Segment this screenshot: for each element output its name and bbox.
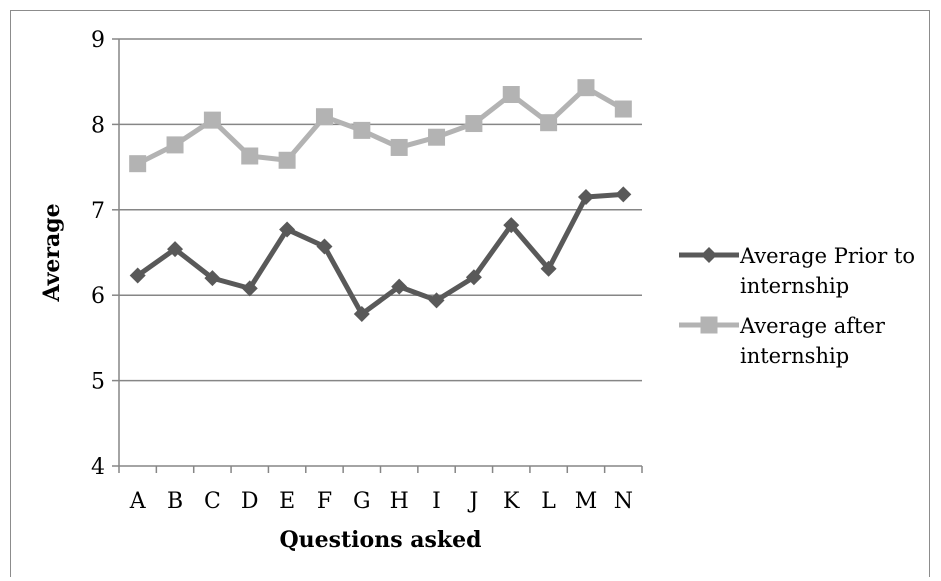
legend-label: internship (740, 344, 849, 368)
x-tick-label: K (503, 489, 520, 514)
data-point (390, 138, 408, 156)
y-tick-label: 8 (91, 113, 105, 138)
y-tick-label: 6 (91, 284, 105, 309)
x-tick-label: M (575, 489, 598, 514)
x-tick-label: J (467, 489, 478, 514)
legend-item-1: Average Prior to internship (679, 244, 915, 298)
tick-labels: 4 5 6 7 8 9 A B C D E F G H I J K L M N (91, 28, 633, 514)
x-axis-title: Questions asked (279, 527, 481, 553)
legend: Average Prior to internship Average after i… (679, 244, 915, 368)
data-point (577, 188, 594, 205)
data-point (204, 270, 221, 287)
data-point (540, 260, 557, 277)
data-point (278, 151, 296, 169)
x-tick-label: I (432, 489, 441, 514)
data-point (166, 136, 184, 154)
series (129, 79, 632, 322)
gridlines (119, 38, 642, 382)
data-point (391, 278, 408, 295)
legend-marker-icon (700, 316, 718, 334)
data-point (279, 221, 296, 238)
legend-label: internship (740, 274, 849, 298)
data-point (353, 305, 370, 322)
series-1 (129, 186, 632, 322)
data-point (353, 121, 371, 139)
data-point (241, 280, 258, 297)
legend-label: Average Prior to (739, 244, 915, 268)
data-point (428, 292, 445, 309)
legend-label: Average after (739, 314, 886, 338)
legend-marker-icon (701, 247, 717, 263)
series-2 (129, 79, 632, 173)
x-tick-label: G (353, 489, 371, 514)
series-line (136, 191, 624, 317)
x-tick-label: D (241, 489, 259, 514)
x-tick-label: C (204, 489, 221, 514)
x-tick-label: E (279, 489, 295, 514)
data-point (129, 267, 146, 284)
data-point (614, 100, 632, 118)
x-tick-label: F (317, 489, 332, 514)
x-tick-label: H (390, 489, 409, 514)
y-axis-title: Average (39, 203, 65, 302)
data-point (615, 186, 632, 203)
x-tick-label: B (167, 489, 183, 514)
data-point (503, 217, 520, 234)
legend-item-2: Average after internship (679, 314, 886, 368)
data-point (540, 114, 558, 132)
data-point (316, 238, 333, 255)
line-chart: 4 5 6 7 8 9 A B C D E F G H I J K L M N Questions asked Ave… (39, 28, 915, 553)
data-point (129, 155, 147, 173)
data-point (241, 147, 259, 165)
data-point (465, 269, 482, 286)
data-point (203, 111, 221, 129)
y-tick-label: 4 (91, 455, 105, 480)
y-tick-label: 7 (91, 199, 105, 224)
data-point (502, 86, 520, 104)
data-point (465, 115, 483, 133)
axes (112, 38, 643, 473)
y-tick-label: 5 (91, 370, 105, 395)
x-tick-label: A (129, 489, 147, 514)
data-point (315, 108, 333, 126)
data-point (167, 241, 184, 258)
data-point (428, 128, 446, 146)
x-tick-label: N (614, 489, 633, 514)
x-tick-label: L (541, 489, 556, 514)
y-tick-label: 9 (91, 28, 105, 53)
data-point (577, 79, 595, 97)
